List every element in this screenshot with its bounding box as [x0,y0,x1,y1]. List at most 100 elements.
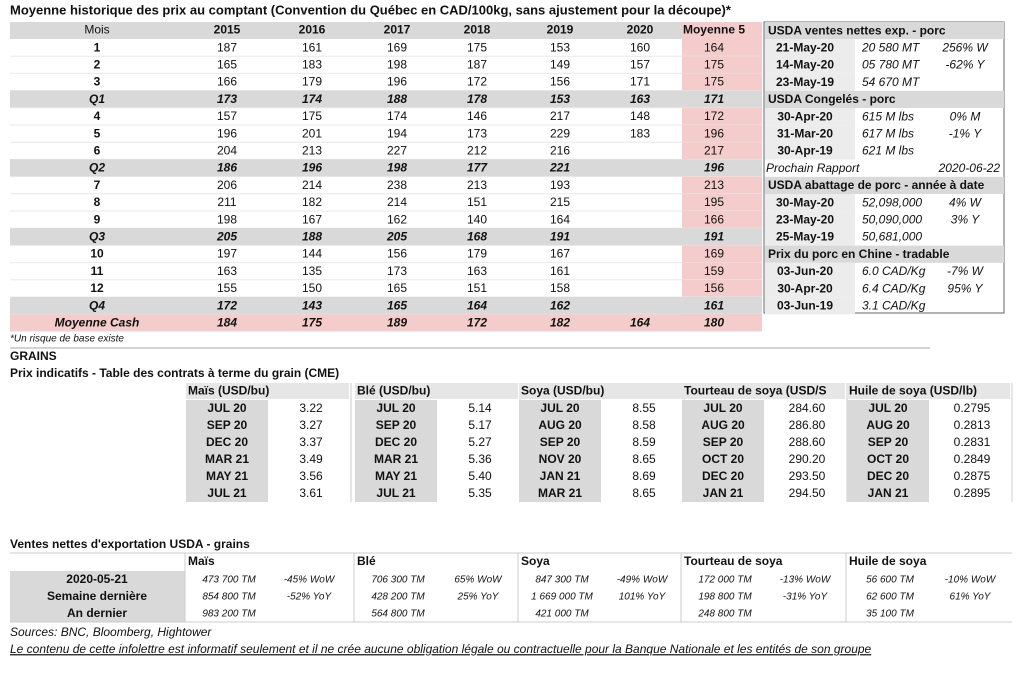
value: 05 780 MT [862,58,921,72]
section-bg [765,176,1004,194]
export-value: 473 700 TM [202,575,256,586]
price: 8.65 [632,452,656,466]
disclaimer: Le contenu de cette infolettre est infor… [10,642,872,656]
value-cell: 158 [550,281,570,295]
value: 615 M lbs [862,109,914,123]
month-bg [682,485,764,502]
column-header: Moyenne 5 [683,23,745,37]
contract-month: JAN 21 [703,486,744,500]
sources: Sources: BNC, Bloomberg, Hightower [10,625,212,639]
value-cell: 165 [217,57,237,71]
export-value: 854 800 TM [202,592,256,603]
price: 5.40 [468,469,492,483]
export-value: 564 800 TM [371,609,425,620]
row-label: 11 [91,264,104,278]
value-cell: 197 [217,247,237,261]
value-cell: 163 [467,264,487,278]
value-cell: 196 [704,161,724,175]
value-cell: 171 [630,75,650,89]
month-bg [186,434,268,451]
average-bg [682,211,762,229]
value-cell: 156 [704,281,724,295]
value-cell: 182 [550,315,570,329]
section-title: USDA Congelés - porc [768,92,896,106]
value-cell: 196 [704,126,724,140]
value-cell: 204 [217,143,237,157]
value-cell: 174 [387,109,407,123]
price: 3.49 [299,452,323,466]
value-cell: 213 [302,143,322,157]
value-cell: 171 [704,92,724,106]
value-cell: 174 [302,92,322,106]
average-bg [682,125,762,143]
date-bg [765,228,855,246]
row-label: 5 [94,126,101,140]
price: 0.2813 [954,418,991,432]
price: 0.2795 [954,401,991,415]
export-value: 706 300 TM [371,575,425,586]
value: 20 580 MT [861,40,921,54]
month-bg [186,400,268,417]
value-cell: 175 [302,109,322,123]
price: 8.58 [632,418,656,432]
section-title: USDA abattage de porc - année à date [768,178,985,192]
value-cell: 217 [704,143,724,157]
contract-month: MAY 21 [206,469,248,483]
value-cell: 198 [387,161,407,175]
change: 95% Y [947,281,983,295]
contract-month: SEP 20 [207,418,248,432]
price: 288.60 [789,435,826,449]
month-bg [847,485,929,502]
value-cell: 188 [387,92,407,106]
group-header: Soya [521,554,550,568]
contract-month: AUG 20 [538,418,582,432]
group-header: Blé (USD/bu) [357,384,430,398]
value-cell: 212 [467,143,487,157]
value: 6.4 CAD/Kg [862,281,926,295]
value-cell: 238 [387,178,407,192]
section-title: USDA ventes nettes exp. - porc [768,23,946,37]
header-bg [519,383,682,399]
next-report-label: Prochain Rapport [766,161,860,175]
value-cell: 205 [386,229,407,243]
price: 3.61 [299,486,323,500]
month-bg [847,434,929,451]
value: 54 670 MT [862,75,921,89]
price: 5.14 [468,401,492,415]
row-label: Q2 [89,161,105,175]
value-cell: 194 [387,126,407,140]
date-bg [765,194,855,212]
price: 0.2875 [954,469,991,483]
value-cell: 161 [704,298,724,312]
month-bg [847,400,929,417]
month-bg [682,468,764,485]
value-cell: 161 [302,40,322,54]
label-bg [10,605,185,622]
row-label: 9 [94,212,101,226]
date-bg [765,39,855,57]
value-cell: 198 [387,57,407,71]
value-cell: 216 [550,143,570,157]
month-bg [355,485,437,502]
contract-month: OCT 20 [867,452,909,466]
table-title: Moyenne historique des prix au comptant … [10,2,732,17]
price: 5.27 [468,435,492,449]
average-bg [682,314,762,332]
row-label: 6 [94,143,101,157]
value-cell: 180 [704,315,724,329]
month-bg [519,451,601,468]
export-value: 56 600 TM [866,575,914,586]
date: 03-Jun-19 [777,298,833,312]
change: 101% YoY [619,592,667,603]
value-cell: 195 [704,195,724,209]
change: 61% YoY [950,592,992,603]
value: 50,090,000 [862,212,922,226]
price: 3.56 [299,469,323,483]
row-bg [10,297,762,315]
value-cell: 135 [302,264,322,278]
price: 5.17 [468,418,492,432]
value-cell: 187 [217,40,237,54]
value-cell: 172 [467,315,487,329]
group-header: Huile de soya [849,554,927,568]
contract-month: AUG 20 [866,418,910,432]
